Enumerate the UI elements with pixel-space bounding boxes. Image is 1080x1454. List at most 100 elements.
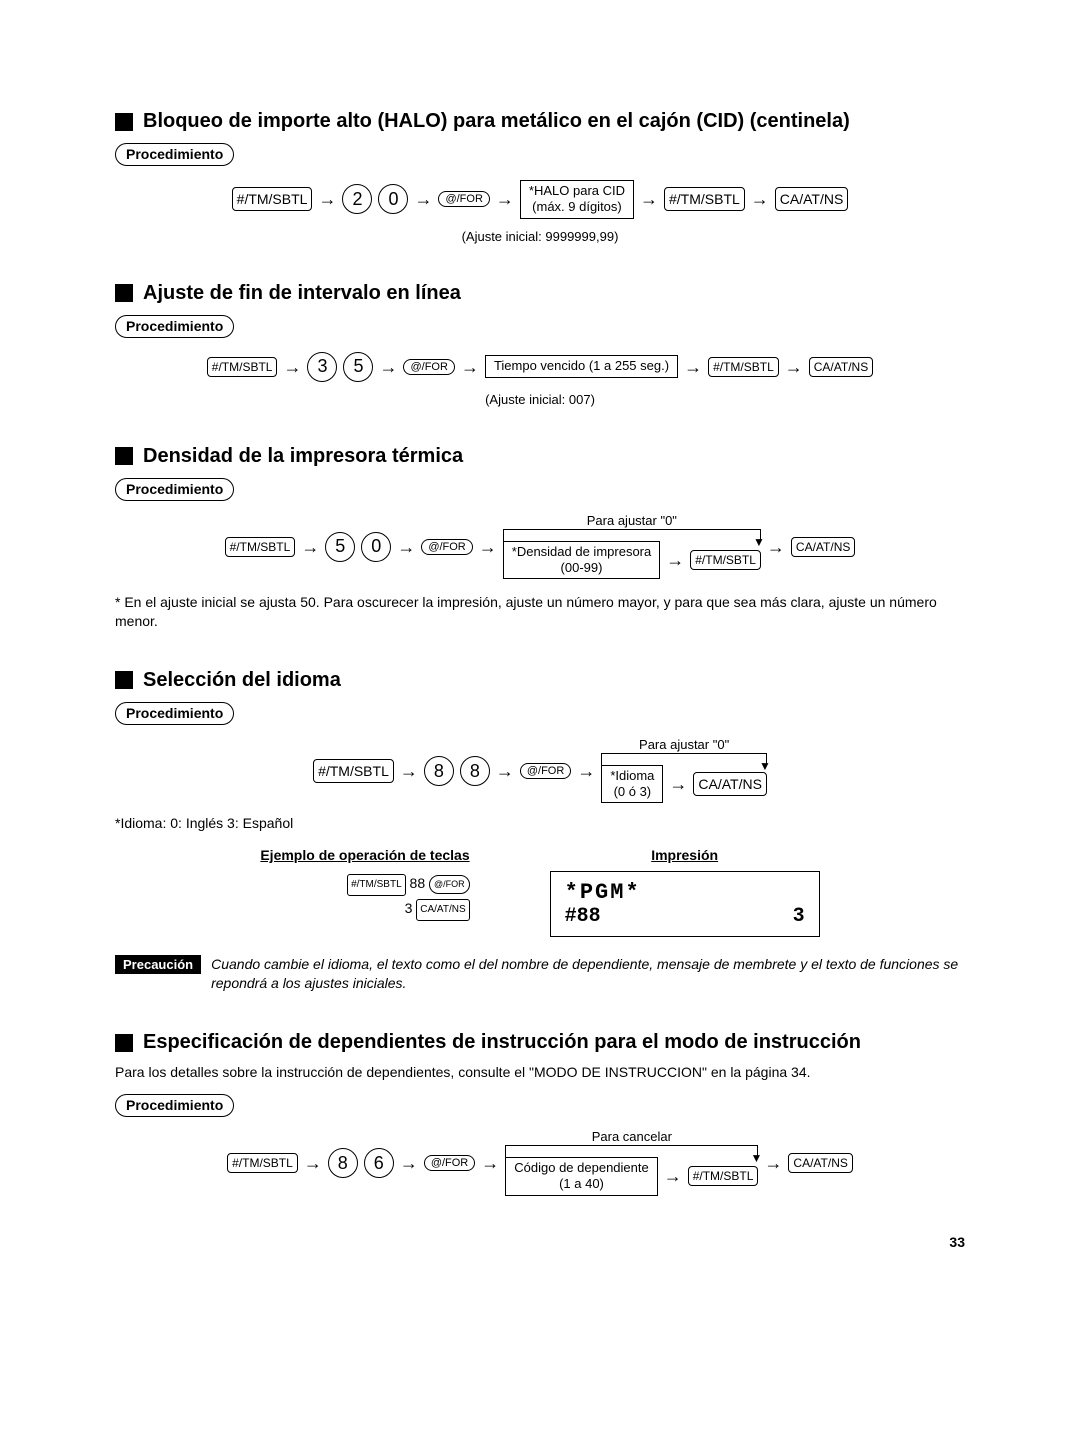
flow-density: #/TM/SBTL → 5 0 → @/FOR → Para ajustar "… [115,515,965,580]
example-right: Impresión *PGM* #88 3 [550,847,820,937]
arrow-icon: → [577,762,595,780]
for-key: @/FOR [424,1155,475,1171]
example-header-right: Impresión [550,847,820,863]
digit-key: 3 [307,352,337,382]
key-caatns: CA/AT/NS [791,537,855,557]
heading-halo: Bloqueo de importe alto (HALO) para metá… [115,110,965,133]
print-value: 3 [793,905,805,928]
arrow-down-icon: ▼ [759,759,771,773]
arrow-icon: → [461,358,479,376]
bypass-group: Para cancelar ▼ Código de dependiente (1… [505,1131,758,1196]
print-line: #88 3 [565,905,805,928]
digit-key: 8 [328,1148,358,1178]
arrow-icon: → [304,1154,322,1172]
procedure-pill: Procedimiento [115,702,234,725]
arrow-icon: → [751,190,769,208]
heading-interval: Ajuste de fin de intervalo en línea [115,282,965,305]
bullet-icon [115,671,133,689]
print-sample: *PGM* #88 3 [550,871,820,937]
arrow-icon: → [397,538,415,556]
arrow-icon: → [379,358,397,376]
section-language: Selección del idioma Procedimiento #/TM/… [115,669,965,993]
precaution-text: Cuando cambie el idioma, el texto como e… [211,955,965,993]
arrow-down-icon: ▼ [753,535,765,549]
arrow-icon: → [481,1154,499,1172]
digit-key: 5 [325,532,355,562]
flow-training: #/TM/SBTL → 8 6 → @/FOR → Para cancelar … [115,1131,965,1196]
for-key: @/FOR [403,359,454,375]
key-tmsbtl: #/TM/SBTL [232,187,313,211]
arrow-icon: → [640,190,658,208]
key-tmsbtl: #/TM/SBTL [664,187,745,211]
heading-language: Selección del idioma [115,669,965,692]
heading-text: Bloqueo de importe alto (HALO) para metá… [143,110,850,133]
heading-density: Densidad de la impresora térmica [115,445,965,468]
param-line: (0 ó 3) [614,784,652,799]
example-header-left: Ejemplo de operación de teclas [260,847,469,863]
print-code: #88 [565,905,601,928]
key-caatns: CA/AT/NS [788,1153,852,1173]
initial-setting-note: (Ajuste inicial: 9999999,99) [115,229,965,244]
heading-text: Densidad de la impresora térmica [143,445,463,468]
arrow-icon: → [684,358,702,376]
heading-training: Especificación de dependientes de instru… [115,1031,965,1054]
initial-setting-note: (Ajuste inicial: 007) [115,392,965,407]
example-row: Ejemplo de operación de teclas #/TM/SBTL… [115,847,965,937]
for-key: @/FOR [438,191,489,207]
page-number: 33 [115,1234,965,1250]
key-tmsbtl: #/TM/SBTL [313,759,394,783]
density-note: * En el ajuste inicial se ajusta 50. Par… [115,593,965,631]
procedure-pill: Procedimiento [115,478,234,501]
param-box: Tiempo vencido (1 a 255 seg.) [485,355,678,377]
param-line: *Densidad de impresora [512,544,651,559]
arrow-icon: → [400,1154,418,1172]
procedure-pill: Procedimiento [115,143,234,166]
key-tmsbtl: #/TM/SBTL [708,357,779,377]
flow-language: #/TM/SBTL → 8 8 → @/FOR → Para ajustar "… [115,739,965,804]
param-line: Código de dependiente [514,1160,648,1175]
arrow-icon: → [400,762,418,780]
key-sequence: #/TM/SBTL 88 @/FOR 3 CA/AT/NS [260,871,469,921]
precaution-tag: Precaución [115,955,201,974]
arrow-icon: → [318,190,336,208]
arrow-icon: → [496,762,514,780]
key-tmsbtl: #/TM/SBTL [207,357,278,377]
inline-for-key: @/FOR [429,875,470,893]
param-box: *Densidad de impresora (00-99) [503,541,660,580]
precaution-block: Precaución Cuando cambie el idioma, el t… [115,955,965,993]
arrow-icon: → [764,1154,782,1172]
section-density: Densidad de la impresora térmica Procedi… [115,445,965,631]
arrow-icon: → [785,358,803,376]
training-intro: Para los detalles sobre la instrucción d… [115,1064,965,1080]
digit-key: 5 [343,352,373,382]
bullet-icon [115,1034,133,1052]
arrow-icon: → [414,190,432,208]
key-tmsbtl: #/TM/SBTL [688,1166,759,1186]
param-box: Código de dependiente (1 a 40) [505,1157,657,1196]
arrow-icon: → [301,538,319,556]
key-tmsbtl: #/TM/SBTL [690,550,761,570]
inline-digits: 3 [405,900,413,916]
arrow-icon: → [496,190,514,208]
key-caatns: CA/AT/NS [775,187,849,211]
arrow-icon: → [283,358,301,376]
inline-digits: 88 [410,875,426,891]
bypass-line [601,753,767,765]
heading-text: Ajuste de fin de intervalo en línea [143,282,461,305]
digit-key: 0 [361,532,391,562]
bullet-icon [115,113,133,131]
arrow-icon: → [767,538,785,556]
heading-text: Especificación de dependientes de instru… [143,1031,861,1054]
param-box: *HALO para CID (máx. 9 dígitos) [520,180,634,219]
key-tmsbtl: #/TM/SBTL [225,537,296,557]
digit-key: 0 [378,184,408,214]
procedure-pill: Procedimiento [115,1094,234,1117]
param-line: (máx. 9 dígitos) [532,199,622,214]
key-caatns: CA/AT/NS [693,772,767,796]
digit-key: 8 [460,756,490,786]
bullet-icon [115,447,133,465]
digit-key: 6 [364,1148,394,1178]
inline-key-caatns: CA/AT/NS [416,899,469,921]
key-tmsbtl: #/TM/SBTL [227,1153,298,1173]
bypass-group: Para ajustar "0" ▼ *Densidad de impresor… [503,515,761,580]
